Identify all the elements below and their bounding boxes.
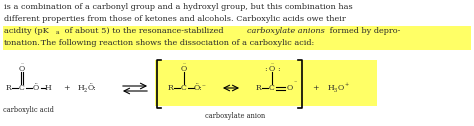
Text: formed by depro-: formed by depro-	[327, 27, 401, 35]
Text: tonation.: tonation.	[4, 39, 41, 47]
Text: ⁻: ⁻	[293, 82, 297, 87]
Text: The following reaction shows the dissociation of a carboxylic acid:: The following reaction shows the dissoci…	[38, 39, 314, 47]
Text: +: +	[63, 84, 69, 92]
Text: a: a	[56, 30, 60, 35]
Text: acidity (pK: acidity (pK	[4, 27, 49, 35]
Text: +: +	[345, 83, 349, 87]
Text: H: H	[78, 84, 85, 92]
Text: :: :	[278, 65, 280, 73]
Text: Ö: Ö	[33, 84, 39, 92]
Text: Ö:: Ö:	[88, 84, 97, 92]
Text: ··: ··	[182, 61, 186, 67]
Text: 3: 3	[334, 87, 337, 92]
Text: is a combination of a carbonyl group and a hydroxyl group, but this combination : is a combination of a carbonyl group and…	[4, 3, 353, 11]
Text: H: H	[45, 84, 51, 92]
Text: of about 5) to the resonance-stabilized: of about 5) to the resonance-stabilized	[62, 27, 226, 35]
Text: 2: 2	[84, 87, 87, 92]
Bar	[3, 26, 471, 38]
Text: O: O	[181, 65, 187, 73]
Text: R: R	[5, 84, 11, 92]
Text: carboxylate anion: carboxylate anion	[205, 112, 265, 120]
Text: Ö:⁻: Ö:⁻	[193, 84, 207, 92]
Text: R: R	[167, 84, 173, 92]
Text: R: R	[255, 84, 261, 92]
Text: O: O	[269, 65, 275, 73]
Bar	[3, 38, 471, 50]
Text: carboxylic acid: carboxylic acid	[2, 106, 54, 114]
Text: ··: ··	[270, 61, 274, 67]
Text: different properties from those of ketones and alcohols. Carboxylic acids owe th: different properties from those of keton…	[4, 15, 346, 23]
Text: ··: ··	[20, 61, 24, 67]
Text: O: O	[19, 65, 25, 73]
Text: C: C	[181, 84, 187, 92]
Text: carboxylate anions: carboxylate anions	[247, 27, 325, 35]
Text: O: O	[287, 84, 293, 92]
Text: C: C	[19, 84, 25, 92]
Text: C: C	[269, 84, 275, 92]
Bar	[155, 60, 377, 106]
Text: H: H	[328, 84, 335, 92]
Text: O: O	[338, 84, 344, 92]
Text: +: +	[312, 84, 319, 92]
Text: :: :	[264, 65, 267, 73]
